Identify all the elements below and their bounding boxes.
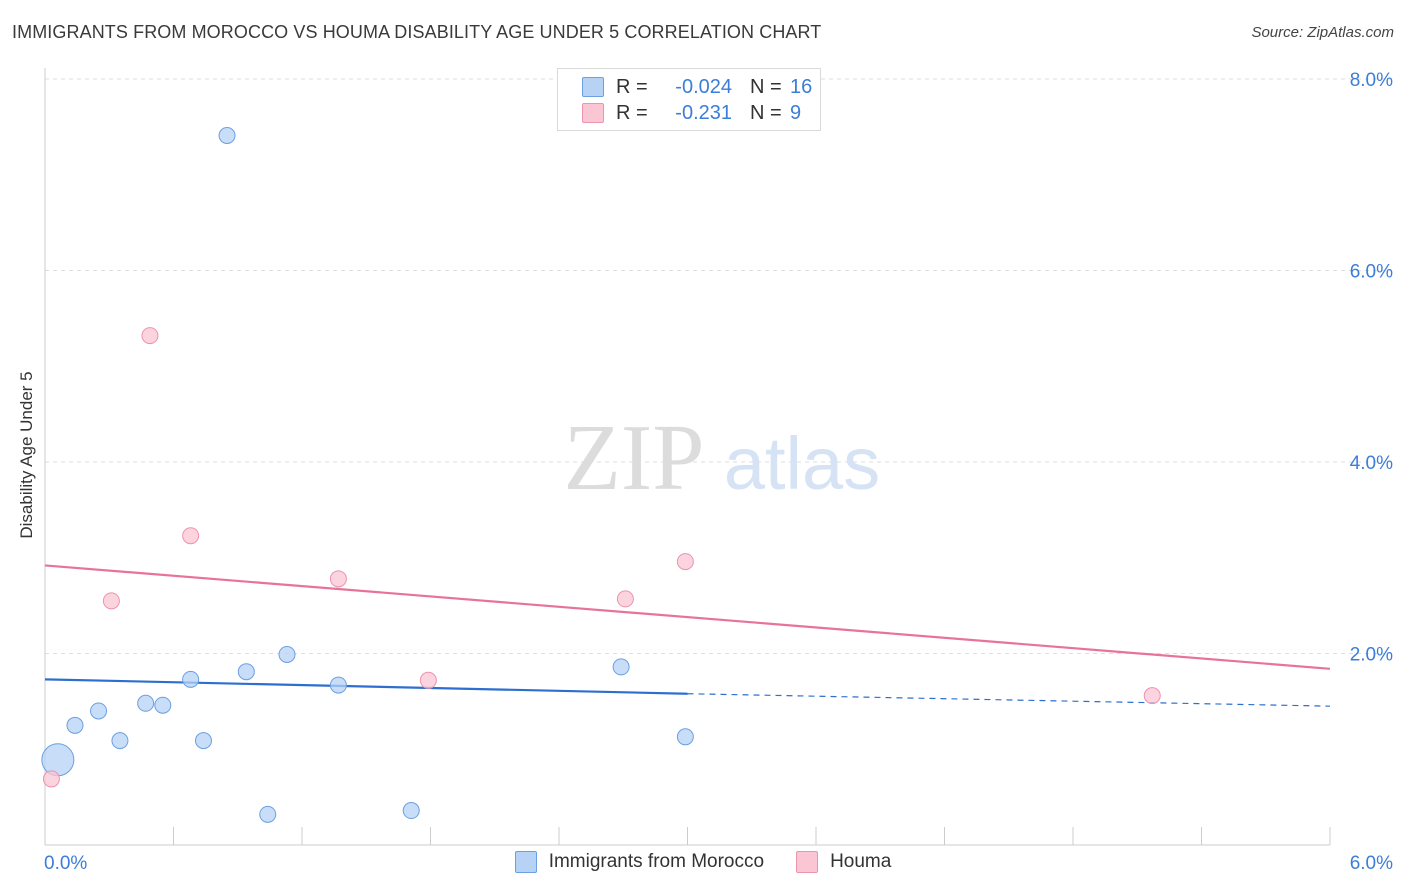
point-morocco-1 [66,716,84,734]
x-tick-label-min: 0.0% [44,853,87,874]
point-morocco-5 [154,696,172,714]
tick-labels: 2.0% 4.0% 6.0% 8.0% 0.0% 6.0% [44,70,1393,874]
legend-label-morocco: Immigrants from Morocco [548,851,765,872]
point-houma-1 [102,592,120,610]
legend-row-houma: R = -0.231 N = 9 [582,101,801,125]
houma-swatch [582,103,604,123]
houma-swatch [796,851,819,873]
point-houma-2 [141,327,159,345]
axes [44,68,1331,846]
trend-lines [44,564,1331,707]
point-morocco-14 [612,658,630,676]
legend-row-morocco: R = -0.024 N = 16 [582,75,812,99]
y-tick-label: 4.0% [1350,453,1393,474]
r-label: R = [616,75,648,98]
point-morocco-11 [278,645,296,663]
point-houma-0 [42,770,60,788]
point-morocco-3 [111,732,129,750]
point-houma-7 [676,553,694,571]
legend-item-morocco[interactable]: Immigrants from Morocco [514,851,765,873]
point-houma-6 [616,590,634,608]
point-morocco-7 [194,732,212,750]
point-morocco-15 [676,728,694,746]
trend-line-extension-0 [687,693,1331,707]
legend-item-houma[interactable]: Houma [796,851,891,873]
y-axis-label: Disability Age Under 5 [17,371,36,539]
morocco-swatch [582,77,604,97]
point-morocco-6 [182,670,200,688]
y-tick-label: 8.0% [1350,70,1393,91]
point-morocco-4 [137,694,155,712]
data-points [41,126,1161,823]
n-value: 16 [790,75,813,98]
point-morocco-12 [329,676,347,694]
watermark-atlas: atlas [724,422,880,505]
y-tick-label: 2.0% [1350,645,1393,666]
n-label: N = [750,75,782,98]
r-value: -0.231 [675,101,732,124]
point-morocco-10 [259,805,277,823]
y-tick-label: 6.0% [1350,262,1393,283]
point-morocco-9 [237,663,255,681]
point-morocco-13 [402,802,420,820]
r-label: R = [616,101,648,124]
legend-label-houma: Houma [830,851,892,872]
trend-line-1 [44,564,1331,670]
trend-line-0 [44,678,688,695]
r-value: -0.024 [675,75,732,98]
chart-title: IMMIGRANTS FROM MOROCCO VS HOUMA DISABIL… [12,22,822,42]
point-houma-4 [329,570,347,588]
watermark-zip: ZIP [564,406,705,510]
morocco-swatch [514,851,537,873]
point-houma-3 [182,527,200,545]
correlation-legend: R = -0.024 N = 16 R = -0.231 N = 9 [557,68,821,131]
point-houma-5 [419,671,437,689]
n-value: 9 [790,101,802,124]
source-label: Source: ZipAtlas.com [1251,24,1394,41]
point-morocco-2 [90,702,108,720]
series-legend: Immigrants from Morocco Houma [0,851,1406,873]
x-tick-label-max: 6.0% [1350,853,1393,874]
n-label: N = [750,101,782,124]
grid-lines [45,78,1392,654]
point-morocco-0 [41,743,75,777]
point-morocco-8 [218,126,236,144]
point-houma-8 [1143,687,1161,705]
watermark: ZIP atlas [564,406,881,510]
